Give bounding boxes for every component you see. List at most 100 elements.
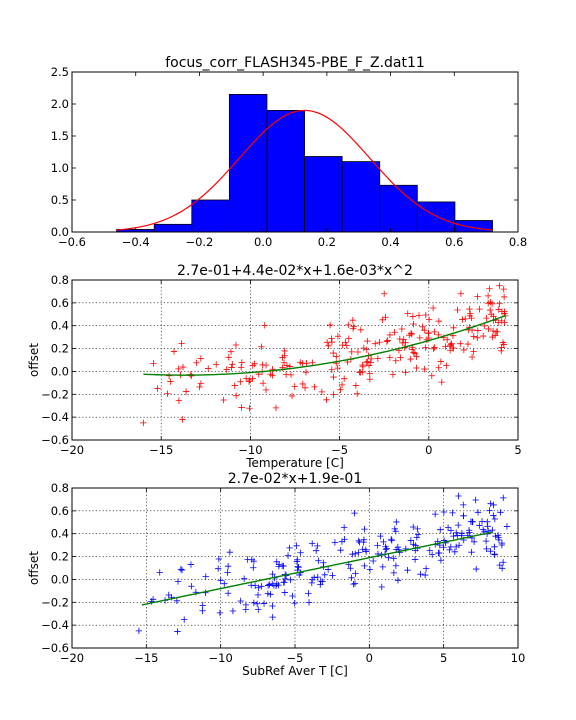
data-point: [231, 382, 238, 389]
x-tick-label: −10: [238, 443, 262, 457]
data-point: [503, 523, 511, 530]
data-point: [490, 512, 497, 519]
data-point: [431, 328, 438, 336]
data-point: [429, 304, 437, 312]
data-point: [330, 373, 337, 381]
data-point: [407, 537, 415, 544]
data-point: [305, 590, 312, 597]
x-tick-label: −15: [134, 651, 158, 665]
y-tick-label: 0.2: [51, 342, 69, 356]
data-point: [291, 599, 298, 607]
y-tick-label: 1.0: [51, 161, 69, 175]
data-point: [454, 306, 461, 314]
y-axis-label: offset: [27, 343, 41, 377]
data-point: [318, 388, 326, 396]
data-point: [392, 357, 400, 364]
data-point: [348, 348, 355, 356]
data-point: [459, 316, 466, 323]
data-point: [376, 339, 383, 346]
data-point: [317, 577, 324, 585]
data-point: [472, 496, 479, 504]
data-point: [455, 521, 462, 529]
data-point: [232, 341, 240, 349]
data-point: [438, 378, 445, 386]
data-point: [250, 599, 258, 607]
histogram-bar: [341, 161, 381, 233]
data-point: [425, 316, 433, 323]
data-point: [174, 628, 181, 635]
data-point: [264, 582, 272, 589]
data-point: [497, 509, 504, 516]
data-point: [288, 392, 296, 400]
data-point: [465, 527, 473, 534]
y-tick-label: 0.0: [51, 225, 69, 239]
data-point: [260, 600, 268, 607]
data-point: [154, 385, 161, 392]
data-point: [366, 376, 374, 383]
data-point: [255, 584, 262, 591]
data-point: [381, 290, 388, 297]
x-tick-label: 0.6: [445, 235, 463, 249]
y-tick-label: −0.4: [41, 410, 69, 424]
data-point: [400, 336, 407, 343]
data-point: [295, 564, 302, 571]
data-point: [407, 355, 414, 363]
data-point: [464, 340, 472, 348]
data-point: [360, 344, 367, 352]
data-point: [421, 365, 428, 373]
data-point: [422, 311, 429, 319]
data-point: [466, 305, 473, 313]
data-point: [487, 310, 495, 318]
data-point: [430, 345, 437, 353]
data-point: [229, 361, 236, 368]
data-point: [284, 552, 292, 559]
data-point: [397, 354, 404, 361]
data-point: [496, 300, 503, 307]
data-point: [426, 547, 433, 554]
data-point: [367, 359, 374, 366]
data-point: [173, 597, 181, 605]
data-point: [269, 613, 276, 621]
data-point: [351, 509, 358, 517]
data-point: [293, 558, 301, 565]
data-point: [175, 365, 182, 373]
x-tick-label: 0: [366, 651, 373, 665]
data-point: [356, 538, 363, 546]
data-point: [229, 607, 237, 615]
histogram-bar: [191, 199, 230, 233]
data-point: [485, 325, 492, 333]
data-point: [413, 534, 421, 541]
data-point: [402, 545, 409, 553]
x-tick-label: 0: [425, 443, 432, 457]
data-point: [197, 355, 205, 362]
data-point: [498, 344, 505, 351]
data-point: [495, 306, 502, 313]
data-point: [413, 353, 420, 360]
data-point: [363, 346, 370, 353]
data-point: [340, 375, 348, 382]
data-point: [442, 343, 449, 350]
data-point: [447, 543, 455, 551]
data-point: [421, 326, 428, 334]
data-point: [393, 518, 400, 526]
gaussian-fit-curve: [116, 109, 493, 231]
data-point: [491, 551, 498, 558]
data-point: [280, 562, 287, 570]
data-point: [413, 364, 420, 372]
data-point: [297, 359, 304, 366]
data-point: [500, 285, 507, 293]
data-point: [261, 322, 268, 329]
data-point: [135, 627, 143, 635]
data-point: [484, 292, 492, 300]
x-tick-label: −15: [149, 443, 173, 457]
data-point: [447, 341, 455, 348]
data-point: [308, 579, 316, 587]
data-point: [501, 319, 508, 326]
data-point: [352, 550, 359, 558]
data-point: [462, 315, 469, 323]
data-point: [328, 338, 336, 346]
data-point: [269, 602, 276, 610]
data-point: [491, 515, 499, 523]
data-point: [238, 359, 246, 366]
data-point: [299, 380, 306, 388]
